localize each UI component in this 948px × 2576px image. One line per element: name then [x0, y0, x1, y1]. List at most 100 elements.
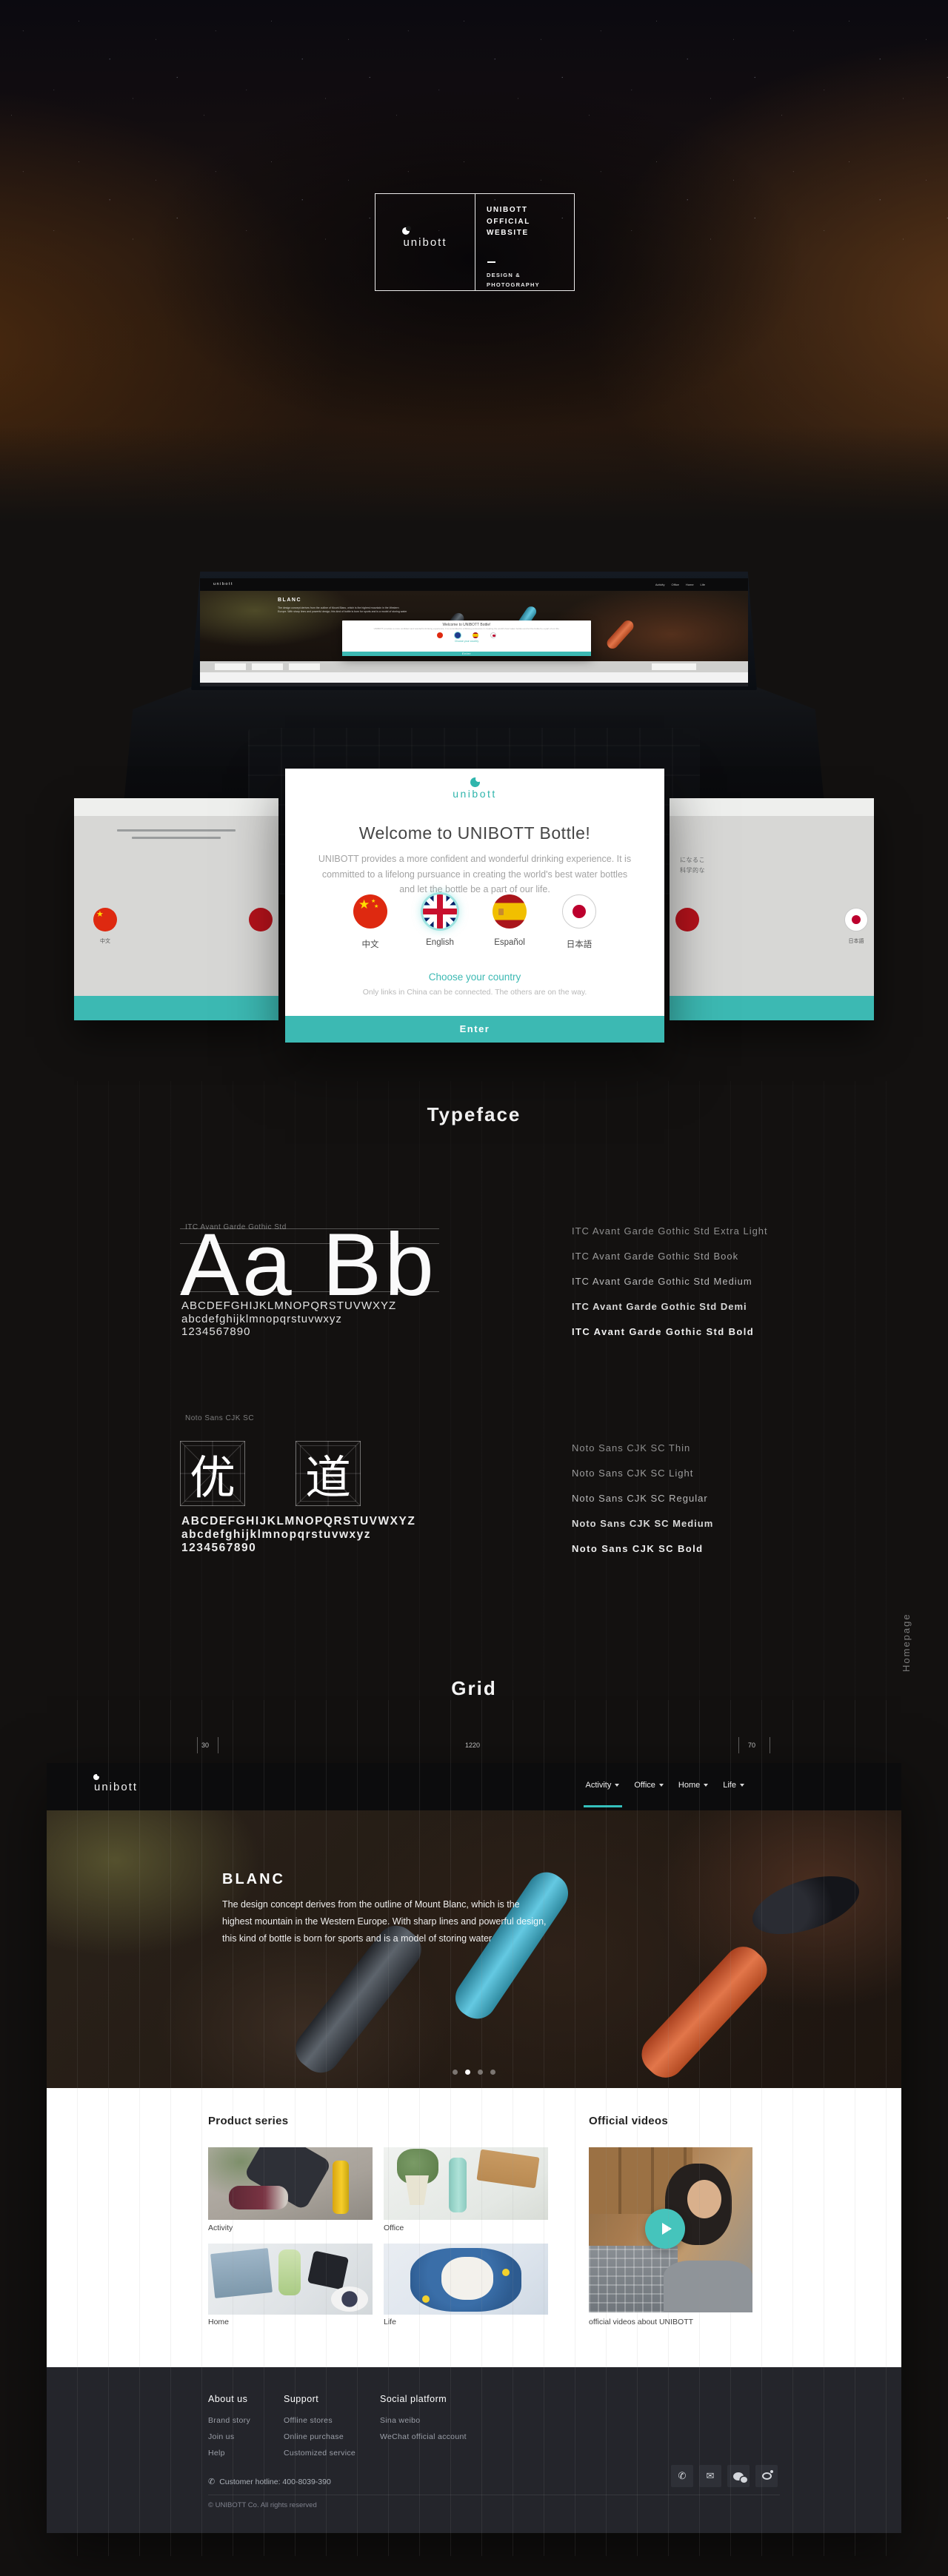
left-panel-lang-label: 中文 — [100, 939, 110, 944]
carousel-dot[interactable] — [490, 2070, 495, 2075]
uk-flag-icon — [455, 632, 461, 638]
footer-link[interactable]: Join us — [208, 2432, 235, 2441]
weight-item: Noto Sans CJK SC Regular — [572, 1493, 708, 1504]
customer-hotline: ✆ Customer hotline: 400-8039-390 — [208, 2478, 331, 2486]
language-option-japanese[interactable]: 日本語 — [562, 894, 596, 950]
ruler-label-left: 30 — [201, 1742, 210, 1749]
footer-link[interactable]: WeChat official account — [380, 2432, 467, 2441]
carousel-dot[interactable] — [478, 2070, 483, 2075]
carousel-dot-active[interactable] — [465, 2070, 470, 2075]
welcome-title: Welcome to UNIBOTT Bottle! — [358, 823, 591, 843]
language-option-chinese[interactable]: ★ ★ ★ 中文 — [353, 894, 387, 950]
left-language-panel: 中文 — [74, 798, 278, 1020]
divider-dash — [487, 261, 495, 263]
site-content: Product series Official videos Activity … — [47, 2088, 901, 2367]
language-label: 中文 — [361, 940, 379, 949]
footer-link[interactable]: Brand story — [208, 2416, 250, 2425]
china-flag-icon[interactable] — [93, 908, 117, 931]
nav-item-home[interactable]: Home — [678, 1781, 709, 1790]
japan-flag-icon — [490, 632, 496, 638]
enter-button[interactable]: Enter — [285, 1016, 664, 1043]
mail-icon-button[interactable]: ✉ — [699, 2465, 721, 2487]
grid-stripes-overlay — [47, 1081, 901, 1700]
product-thumb-office[interactable] — [384, 2147, 548, 2220]
carousel-dot[interactable] — [453, 2070, 458, 2075]
mini-card — [252, 663, 283, 670]
footer-link[interactable]: Offline stores — [284, 2416, 333, 2425]
product-label-activity: Activity — [208, 2224, 233, 2232]
grid-heading: Grid — [451, 1677, 497, 1699]
language-option-english[interactable]: English — [423, 894, 457, 950]
choose-country-link[interactable]: Choose your country — [428, 971, 521, 983]
unibott-logo: unibott — [402, 225, 447, 249]
flag-icon[interactable] — [675, 908, 699, 931]
wechat-icon-button[interactable] — [727, 2465, 750, 2487]
macbook-mockup: unibott Activity Office Home Life BLANC … — [191, 572, 757, 690]
product-thumb-activity[interactable] — [208, 2147, 373, 2220]
phone-icon: ✆ — [678, 2470, 687, 2481]
mosaic-tiles — [589, 2246, 678, 2312]
japan-flag-icon[interactable] — [844, 908, 868, 931]
mini-modal-choose: Choose your country — [454, 639, 479, 643]
weight-item: Noto Sans CJK SC Medium — [572, 1518, 714, 1529]
text-line — [132, 837, 221, 839]
spain-flag-icon — [473, 632, 478, 638]
glyph-grid-guides — [180, 1441, 245, 1506]
weibo-icon-button[interactable] — [755, 2465, 778, 2487]
footer-link[interactable]: Sina weibo — [380, 2416, 421, 2425]
product-label-office: Office — [384, 2224, 404, 2232]
china-flag-icon[interactable]: ★ ★ ★ — [353, 894, 387, 929]
mini-card — [652, 663, 696, 670]
baseline-guide — [180, 1291, 439, 1292]
mini-card — [215, 663, 246, 670]
chevron-down-icon — [658, 1784, 664, 1787]
spain-flag-icon[interactable] — [493, 894, 527, 929]
left-panel-body: 中文 — [74, 798, 278, 996]
product-thumb-home[interactable] — [208, 2244, 373, 2315]
cjk-glyph: 优 — [189, 1453, 236, 1504]
phone-icon-button[interactable]: ✆ — [671, 2465, 693, 2487]
official-video-thumbnail[interactable] — [589, 2147, 752, 2312]
nav-item-office[interactable]: Office — [634, 1781, 664, 1790]
hero-description: The design concept derives from the outl… — [222, 1899, 547, 1944]
site-footer: About us Brand story Join us Help Suppor… — [47, 2367, 901, 2533]
uk-flag-icon[interactable] — [423, 894, 457, 929]
product-thumb-life[interactable] — [384, 2244, 548, 2315]
site-nav: Activity Office Home Life — [583, 1781, 744, 1807]
text-line — [117, 829, 236, 832]
footer-link[interactable]: Help — [208, 2449, 225, 2458]
site-logo-wordmark: unibott — [94, 1781, 138, 1793]
weight-item: ITC Avant Garde Gothic Std Bold — [572, 1326, 755, 1337]
cjk-glyph-box: 优 — [180, 1441, 245, 1506]
weibo-icon — [761, 2470, 773, 2480]
flag-icon[interactable] — [249, 908, 273, 931]
right-panel-enter-button[interactable] — [670, 996, 874, 1020]
right-panel-body: になるこ 科学的な 日本語 — [670, 798, 874, 996]
unibott-logo: unibott — [285, 776, 664, 801]
mini-site-product-band — [200, 661, 748, 672]
language-label: Español — [494, 938, 525, 947]
japan-flag-icon[interactable] — [562, 894, 596, 929]
weight-item: Noto Sans CJK SC Bold — [572, 1543, 704, 1554]
ruler-tick — [738, 1737, 739, 1753]
play-button[interactable] — [645, 2209, 685, 2249]
footer-link[interactable]: Online purchase — [284, 2432, 344, 2441]
site-logo[interactable]: unibott — [93, 1773, 138, 1793]
nav-item-activity[interactable]: Activity — [583, 1781, 622, 1807]
welcome-modal: unibott Welcome to UNIBOTT Bottle! UNIBO… — [285, 769, 664, 1043]
typeface-heading: Typeface — [427, 1103, 521, 1125]
mint-bottle — [449, 2158, 467, 2212]
nav-item-life[interactable]: Life — [723, 1781, 744, 1790]
footer-link[interactable]: Customized service — [284, 2449, 356, 2458]
cap-height-guide — [180, 1228, 439, 1229]
brand-card-logo-cell: unibott — [375, 194, 475, 290]
weight-item: ITC Avant Garde Gothic Std Demi — [572, 1301, 747, 1312]
left-panel-enter-button[interactable] — [74, 996, 278, 1020]
ruler-tick — [197, 1737, 198, 1753]
language-option-spanish[interactable]: Español — [493, 894, 527, 950]
right-panel-lang-label: 日本語 — [848, 939, 864, 944]
language-options: ★ ★ ★ 中文 English Español 日本語 — [285, 894, 664, 950]
language-label: English — [426, 938, 454, 947]
product-label-home: Home — [208, 2318, 230, 2326]
unibott-logo-wordmark: unibott — [403, 235, 447, 249]
